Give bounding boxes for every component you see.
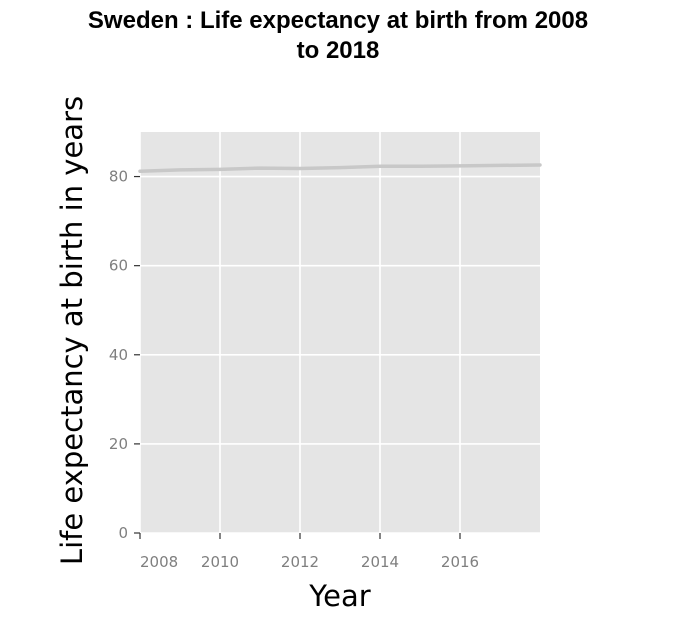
plot-panel [140,132,540,533]
series-line-0 [138,163,542,173]
y-tick-label-80: 80 [109,168,128,186]
y-tick-label-0: 0 [118,524,128,542]
x-tick-label-2016: 2016 [441,553,479,571]
x-tick-label-2008: 2008 [140,553,178,571]
y-tick-label-40: 40 [109,346,128,364]
y-tick-label-20: 20 [109,435,128,453]
x-axis-title: Year [308,579,370,613]
x-tick-label-2014: 2014 [361,553,399,571]
axes: 0 20 40 60 80 2008 2010 2012 2014 2016 [109,168,479,571]
y-tick-label-60: 60 [109,257,128,275]
chart-title: Sweden : Life expectancy at birth from 2… [0,6,676,66]
y-axis-title: Life expectancy at birth in years [55,96,89,565]
chart-title-line-2: to 2018 [296,37,380,64]
x-tick-label-2010: 2010 [201,553,239,571]
series-layer [138,163,542,173]
x-tick-label-2012: 2012 [281,553,319,571]
grid-lines [139,132,540,534]
chart-title-line-1: Sweden : Life expectancy at birth from 2… [87,7,589,34]
